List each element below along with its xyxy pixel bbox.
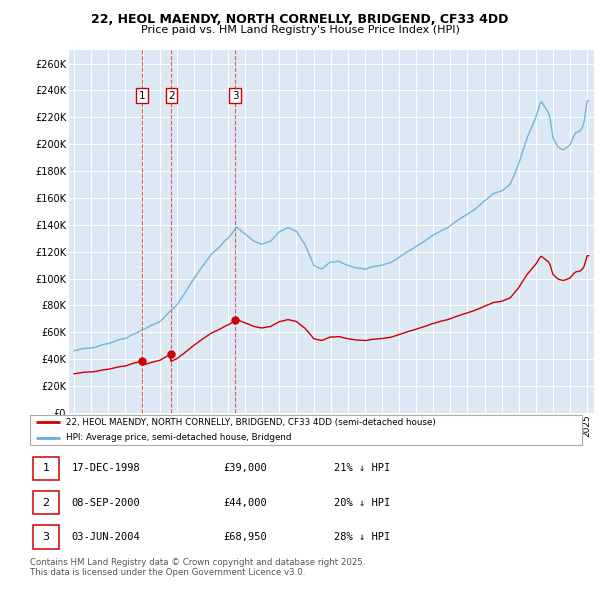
Text: 3: 3	[232, 90, 239, 100]
Text: £39,000: £39,000	[223, 464, 267, 473]
Bar	[33, 457, 59, 480]
Text: 1: 1	[139, 90, 145, 100]
Text: 20% ↓ HPI: 20% ↓ HPI	[334, 498, 390, 507]
Text: 21% ↓ HPI: 21% ↓ HPI	[334, 464, 390, 473]
Text: 1: 1	[43, 464, 50, 473]
Bar	[33, 525, 59, 549]
Text: 2: 2	[43, 498, 50, 507]
Bar	[33, 491, 59, 514]
Text: 2: 2	[168, 90, 175, 100]
Text: 08-SEP-2000: 08-SEP-2000	[71, 498, 140, 507]
Text: 03-JUN-2004: 03-JUN-2004	[71, 532, 140, 542]
Text: 3: 3	[43, 532, 50, 542]
Text: £68,950: £68,950	[223, 532, 267, 542]
Text: £44,000: £44,000	[223, 498, 267, 507]
Text: 22, HEOL MAENDY, NORTH CORNELLY, BRIDGEND, CF33 4DD: 22, HEOL MAENDY, NORTH CORNELLY, BRIDGEN…	[91, 13, 509, 26]
Text: Price paid vs. HM Land Registry's House Price Index (HPI): Price paid vs. HM Land Registry's House …	[140, 25, 460, 35]
Text: Contains HM Land Registry data © Crown copyright and database right 2025.
This d: Contains HM Land Registry data © Crown c…	[30, 558, 365, 577]
Text: 22, HEOL MAENDY, NORTH CORNELLY, BRIDGEND, CF33 4DD (semi-detached house): 22, HEOL MAENDY, NORTH CORNELLY, BRIDGEN…	[66, 418, 436, 427]
Text: 28% ↓ HPI: 28% ↓ HPI	[334, 532, 390, 542]
Text: HPI: Average price, semi-detached house, Bridgend: HPI: Average price, semi-detached house,…	[66, 433, 292, 442]
Text: 17-DEC-1998: 17-DEC-1998	[71, 464, 140, 473]
